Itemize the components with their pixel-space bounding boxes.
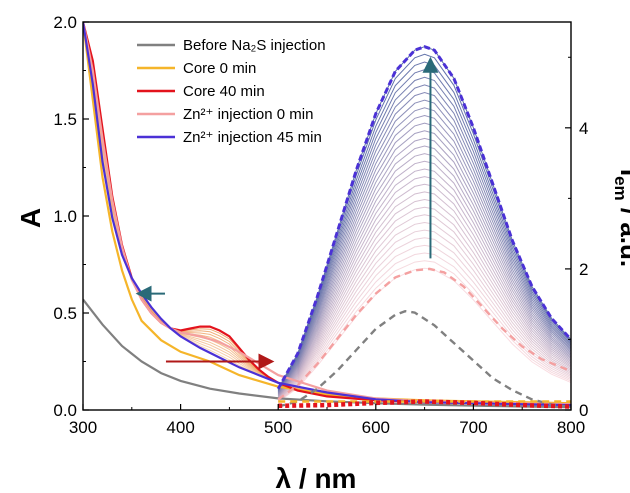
emission-growth-curve (277, 91, 571, 392)
emission-growth-curve (277, 153, 571, 396)
emission-line (276, 45, 571, 390)
x-tick-label: 800 (557, 418, 585, 437)
y-left-axis-title: A (15, 208, 46, 228)
emission-growth-curve (277, 214, 571, 399)
y-left-tick-label: 1.5 (53, 110, 77, 129)
absorbance-line (83, 298, 571, 409)
y-right-tick-label: 2 (579, 260, 588, 279)
x-tick-label: 600 (362, 418, 390, 437)
series-lines (83, 22, 571, 409)
y-right-axis-title-tail: / a.u. (615, 201, 630, 267)
y-right-axis-title: Iem / a.u. (611, 169, 630, 267)
emission-growth-curve (277, 130, 571, 394)
y-left-tick-label: 2.0 (53, 13, 77, 32)
y-right-axis-title-sub: em (611, 176, 630, 201)
legend-label: Core 0 min (183, 60, 256, 77)
x-tick-label: 400 (166, 418, 194, 437)
y-left-tick-label: 1.0 (53, 207, 77, 226)
emission-growth-curve (277, 183, 571, 398)
y-left-tick-label: 0.0 (53, 401, 77, 420)
emission-growth-curve (277, 176, 571, 397)
annotation-arrows (135, 56, 439, 370)
emission-growth-curve (277, 76, 571, 391)
emission-line (277, 267, 571, 401)
emission-growth-curve (277, 122, 571, 394)
emission-growth-curve (277, 84, 571, 392)
y-right-tick-label: 0 (579, 401, 588, 420)
y-right-axis-title-main: I (615, 169, 630, 176)
x-tick-label: 500 (264, 418, 292, 437)
emission-growth-curve (277, 145, 571, 395)
emission-growth-curve (277, 221, 571, 400)
emission-growth-curve (277, 137, 571, 395)
axes (82, 21, 572, 411)
legend: Before Na₂S injection Core 0 min Core 40 m… (137, 37, 326, 146)
emission-growth-curve (277, 198, 571, 399)
emission-growth-curve (277, 160, 571, 396)
emission-growth-curve (277, 168, 571, 397)
emission-growth-curve (277, 229, 571, 400)
x-axis-title: λ / nm (276, 463, 357, 493)
emission-growth-curve (277, 206, 571, 399)
emission-growth-curves (277, 46, 571, 403)
y-right-tick-label: 4 (579, 119, 588, 138)
emission-line (277, 309, 571, 409)
tick-labels: 300 400 500 600 700 800 0.0 0.5 1.0 1.5 2.0 0 2 4 (53, 13, 588, 437)
emission-growth-curve (277, 191, 571, 398)
x-tick-label: 300 (69, 418, 97, 437)
x-tick-label: 700 (459, 418, 487, 437)
legend-label: Zn²⁺ injection 0 min (183, 106, 313, 123)
emission-growth-curve (277, 244, 571, 401)
emission-growth-curve (277, 237, 571, 401)
legend-label: Zn²⁺ injection 45 min (183, 129, 322, 146)
y-left-tick-label: 0.5 (53, 304, 77, 323)
legend-label: Before Na₂S injection (183, 37, 326, 54)
legend-label: Core 40 min (183, 83, 265, 100)
emission-growth-curve (277, 114, 571, 394)
emission-growth-curve (277, 107, 571, 393)
emission-growth-curve (277, 99, 571, 393)
